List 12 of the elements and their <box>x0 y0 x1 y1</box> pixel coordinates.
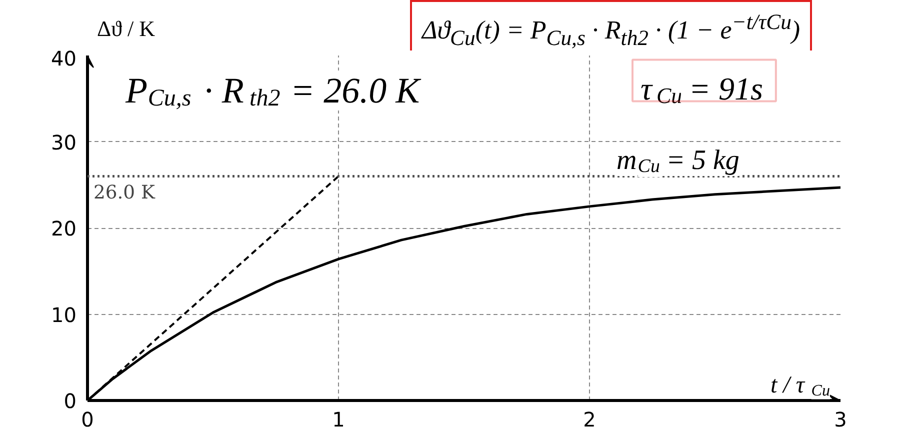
y-tick-label: 40 <box>51 46 77 70</box>
x-tick-label: 1 <box>332 408 345 432</box>
y-tick-label: 20 <box>51 216 77 240</box>
y-tick-label: 30 <box>51 130 77 154</box>
chart-title: Δϑ$_{Cu}$(t) = P$_{Cu,s}$ · R$_{th2}$ · (1 − e$^{−t/τCu}$) <box>422 10 800 50</box>
x-tick-label: 3 <box>834 408 847 432</box>
x-tick-label: 2 <box>583 408 596 432</box>
ref-line-label: 26.0 K <box>94 182 156 204</box>
y-tick-label: 0 <box>64 389 77 413</box>
x-tick-label: 0 <box>81 408 94 432</box>
y-axis-title: Δϑ / K <box>97 15 156 43</box>
y-tick-label: 10 <box>51 302 77 327</box>
